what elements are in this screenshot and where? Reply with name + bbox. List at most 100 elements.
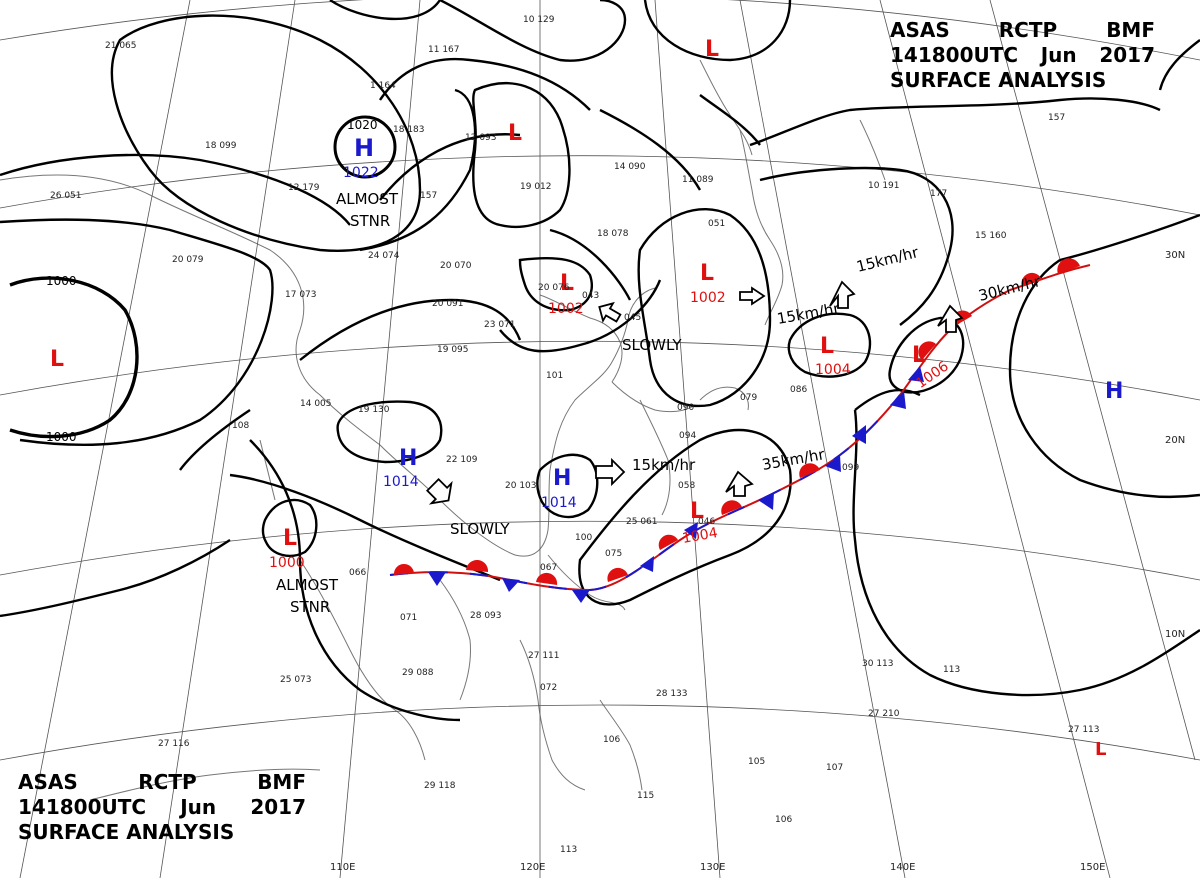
low-symbol: L: [690, 499, 704, 524]
station-value: 107: [826, 763, 843, 773]
low-symbol: L: [283, 526, 297, 551]
station-value: 20 103: [505, 481, 537, 491]
station-value: 100: [575, 533, 592, 543]
station-plots: 21 065 10 129 11 167 1 164 18 183 18 099…: [50, 15, 1100, 855]
motion-label: ALMOST STNR: [276, 576, 339, 616]
station-value: 20 070: [440, 261, 472, 271]
low-pressure: 1004: [815, 362, 851, 378]
station-value: 19 095: [437, 345, 469, 355]
station-value: 28 093: [470, 611, 502, 621]
station-value: 058: [678, 481, 695, 491]
isobar-labels: 1020 1000 1000: [46, 118, 378, 444]
isobar-label: 1020: [347, 118, 378, 132]
station-value: 27 210: [868, 709, 900, 719]
motion-label: 15km/hr: [632, 456, 696, 474]
station-value: 14 090: [614, 162, 646, 172]
station-value: 20 076: [538, 283, 570, 293]
high-symbol: H: [399, 446, 417, 471]
station-value: 101: [546, 371, 563, 381]
station-value: 27 113: [1068, 725, 1100, 735]
low-symbol: L: [912, 343, 926, 368]
station-value: 30 113: [862, 659, 894, 669]
station-value: 26 051: [50, 191, 82, 201]
low-pressure: 1002: [548, 301, 584, 317]
header-agency: ASAS: [18, 770, 78, 794]
header-bottom-left: ASAS RCTP BMF 141800UTC Jun 2017 SURFACE…: [18, 770, 306, 845]
lat-label: 20N: [1165, 435, 1185, 446]
station-value: 27 116: [158, 739, 190, 749]
motion-label: ALMOST STNR: [336, 190, 399, 230]
station-value: 11 167: [428, 45, 460, 55]
station-value: 071: [400, 613, 417, 623]
high-symbol: H: [553, 466, 571, 491]
motion-label-a: ALMOST: [336, 190, 399, 208]
header-station: RCTP: [138, 770, 197, 794]
station-value: 20 079: [172, 255, 204, 265]
station-value: 075: [605, 549, 622, 559]
station-value: 113: [560, 845, 577, 855]
low-symbol: L: [705, 37, 719, 62]
station-value: 15 160: [975, 231, 1007, 241]
lon-label: 150E: [1080, 862, 1105, 873]
station-value: 106: [603, 735, 620, 745]
header-code: BMF: [257, 770, 306, 794]
station-value: 29 088: [402, 668, 434, 678]
station-value: 20 091: [432, 299, 464, 309]
lat-label: 10N: [1165, 629, 1185, 640]
grid-labels: 30N 20N 10N 110E 120E 130E 140E 150E: [330, 250, 1185, 873]
header-time: 141800UTC: [890, 43, 1019, 67]
station-value: 18 183: [393, 125, 425, 135]
low-symbol: L: [50, 347, 64, 372]
station-value: 090: [677, 403, 694, 413]
pressure-systems: H 1022 H 1014 H 1014 H L L 1002 L 1002 L…: [50, 37, 1123, 760]
station-value: 066: [349, 568, 366, 578]
header-code: BMF: [1106, 18, 1155, 42]
station-value: 12 179: [288, 183, 320, 193]
coastlines: [0, 59, 886, 801]
station-value: 099: [842, 463, 859, 473]
header-agency: ASAS: [890, 18, 950, 42]
lon-label: 120E: [520, 862, 545, 873]
isobar-label: 1000: [46, 274, 77, 288]
station-value: 29 118: [424, 781, 456, 791]
lon-label: 130E: [700, 862, 725, 873]
station-value: 25 061: [626, 517, 658, 527]
header-station: RCTP: [998, 18, 1058, 42]
station-value: 22 109: [446, 455, 478, 465]
station-value: 14 005: [300, 399, 332, 409]
station-value: 19 130: [358, 405, 390, 415]
station-value: 072: [540, 683, 557, 693]
station-value: 105: [748, 757, 765, 767]
station-value: 113: [943, 665, 960, 675]
motion-label-line2: STNR: [350, 212, 390, 230]
motion-arrows: [425, 280, 964, 505]
isobar-label: 1000: [46, 430, 77, 444]
high-pressure: 1022: [343, 165, 379, 181]
high-pressure: 1014: [383, 474, 419, 490]
station-value: 12 093: [465, 133, 497, 143]
station-value: 046: [698, 517, 715, 527]
station-value: 051: [708, 219, 725, 229]
low-symbol: L: [508, 121, 522, 146]
front-line: [389, 264, 1091, 592]
station-value: 043: [582, 291, 599, 301]
station-value: 045: [624, 313, 641, 323]
isobar-1000-ring: [9, 276, 139, 439]
low-pressure: 1004: [681, 525, 719, 547]
header-month: Jun: [1040, 43, 1077, 67]
motion-label: 30km/hr: [977, 272, 1043, 305]
motion-label-b: ALMOST: [276, 576, 339, 594]
station-value: 19 012: [520, 182, 552, 192]
lon-label: 110E: [330, 862, 355, 873]
motion-label: 15km/hr: [855, 243, 921, 276]
header-year: 2017: [250, 795, 306, 819]
high-symbol: H: [1105, 379, 1123, 404]
motion-label: 15km/hr: [776, 299, 842, 328]
station-value: 21 065: [105, 41, 137, 51]
station-value: 079: [740, 393, 757, 403]
station-value: 27 111: [528, 651, 560, 661]
high-pressure: 1014: [541, 495, 577, 511]
station-value: 094: [679, 431, 696, 441]
station-value: 067: [540, 563, 557, 573]
low-symbol: L: [820, 334, 834, 359]
